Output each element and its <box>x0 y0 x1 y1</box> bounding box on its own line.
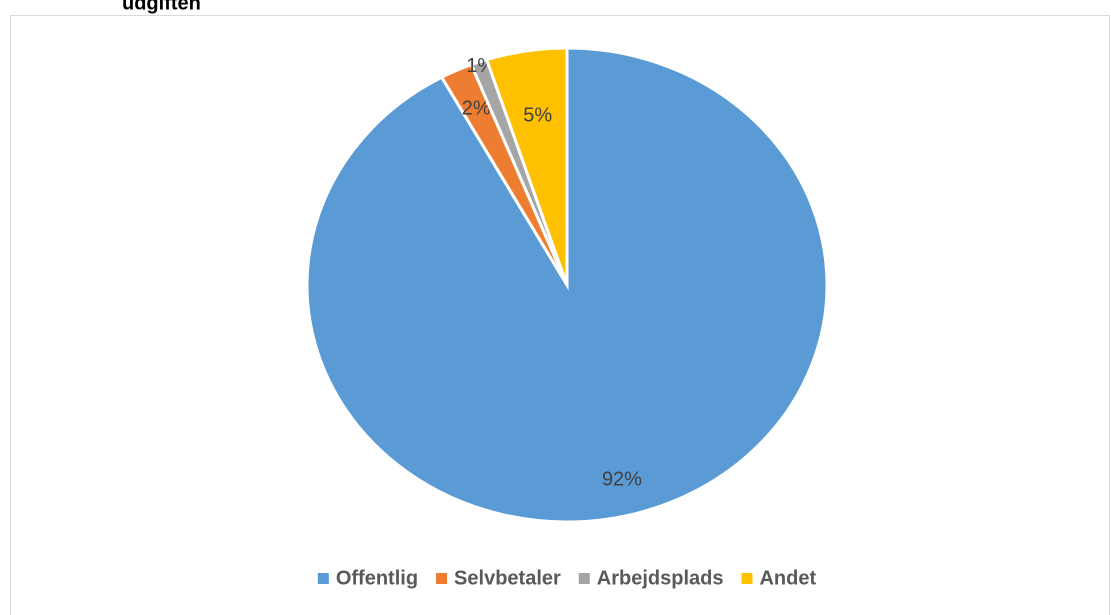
data-label: 5% <box>523 105 552 127</box>
data-label: 92% <box>602 468 642 490</box>
legend-label: Selvbetaler <box>454 567 561 589</box>
pie-slice <box>484 46 569 286</box>
chart-title: udgiften <box>122 0 201 14</box>
legend-swatch <box>578 573 590 584</box>
legend-swatch <box>741 573 753 584</box>
data-label: 2% <box>462 97 491 119</box>
legend-swatch <box>436 573 448 584</box>
legend-label: Arbejdsplads <box>597 567 724 589</box>
legend-label: Andet <box>759 567 816 589</box>
legend-label: Offentlig <box>336 567 418 589</box>
legend-swatch <box>317 573 329 584</box>
